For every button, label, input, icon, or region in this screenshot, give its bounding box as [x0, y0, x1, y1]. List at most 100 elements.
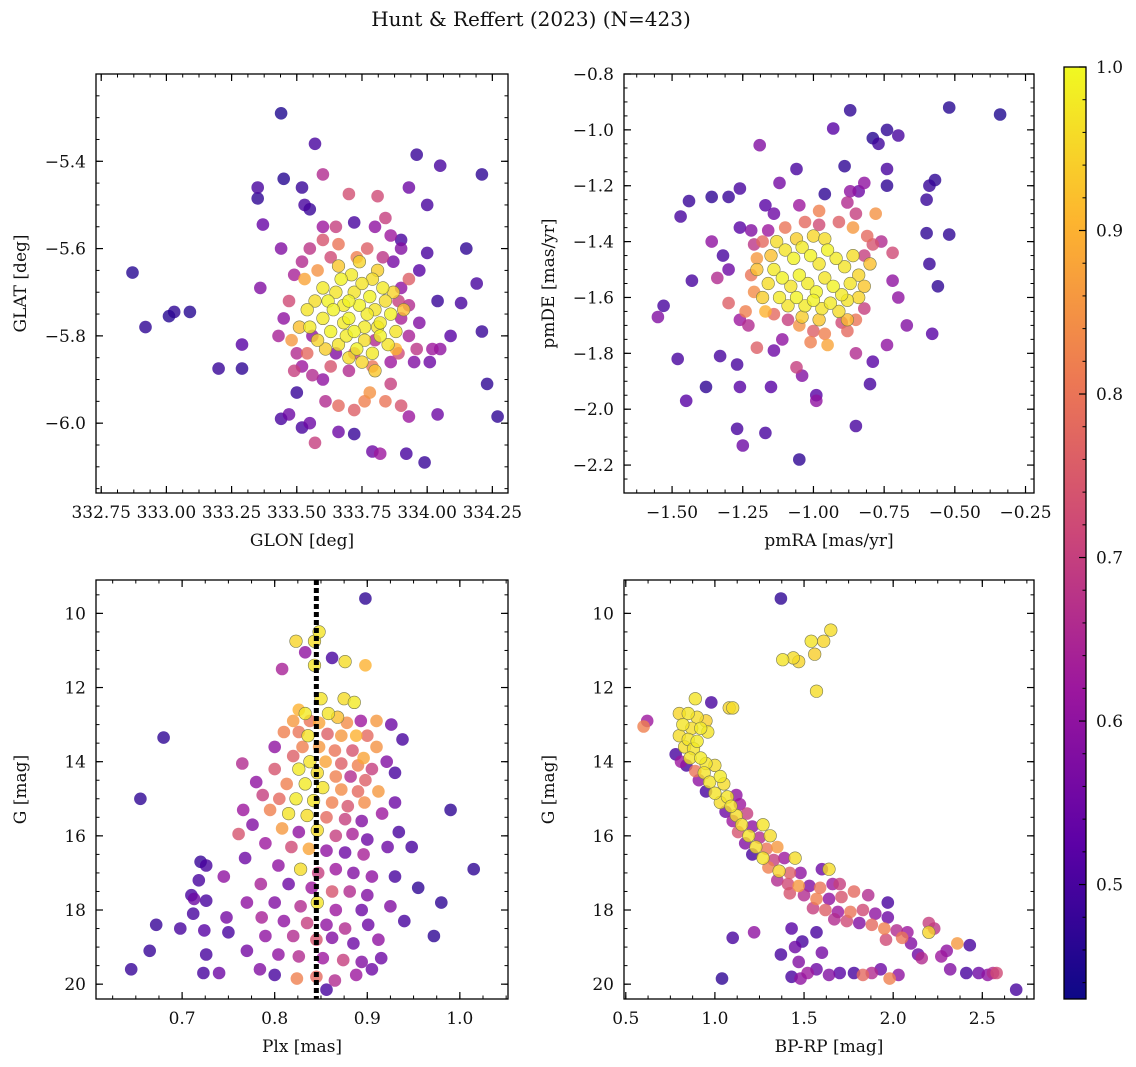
data-point [253, 281, 267, 295]
data-point [240, 944, 254, 958]
data-point [431, 294, 444, 308]
data-point [286, 749, 300, 763]
data-point [370, 740, 383, 754]
data-point [303, 755, 317, 769]
data-point [756, 235, 769, 248]
data-point [398, 914, 411, 928]
data-point [355, 355, 369, 369]
y-tick-label: 18 [592, 901, 614, 921]
data-point [342, 311, 356, 326]
x-axis-label: BP-RP [mag] [775, 1037, 884, 1057]
data-point [296, 740, 309, 754]
y-tick-label: −0.8 [573, 65, 614, 85]
colorbar-tick-label: 0.6 [1096, 712, 1123, 732]
data-point [347, 403, 361, 417]
x-tick-label: 1.5 [791, 1009, 818, 1029]
panel-color-magnitude: 0.5 1.0 1.5 2.0 2.5 10 12 14 16 18 20 BP-RP [mag] G … [539, 579, 1035, 1057]
axes-frame [623, 579, 1035, 1000]
data-point [400, 447, 413, 461]
data-point [255, 911, 268, 924]
data-point [772, 290, 787, 305]
data-point [787, 251, 801, 265]
data-point [381, 840, 394, 854]
data-point [338, 654, 352, 669]
data-point [454, 296, 468, 310]
data-point [806, 293, 821, 307]
data-point [819, 903, 832, 917]
data-point [254, 877, 268, 891]
data-point [357, 848, 370, 861]
data-point [272, 329, 285, 343]
data-point [274, 107, 288, 120]
data-point [794, 866, 807, 880]
data-point [813, 881, 827, 895]
data-point [715, 972, 729, 985]
data-point [357, 751, 370, 765]
data-point [341, 799, 355, 813]
data-point [411, 881, 425, 895]
data-point [759, 426, 772, 440]
data-point [372, 785, 385, 798]
data-point [711, 271, 724, 285]
data-point [268, 740, 282, 754]
data-point [771, 840, 784, 854]
data-point [749, 840, 763, 854]
data-point [993, 108, 1007, 121]
data-point [143, 944, 156, 958]
data-point [886, 246, 899, 260]
data-point [335, 757, 348, 770]
data-point [726, 931, 739, 945]
data-point [990, 966, 1003, 980]
data-point [303, 320, 317, 334]
data-point [818, 232, 832, 246]
data-point [402, 181, 416, 194]
data-point [856, 968, 870, 982]
data-point [149, 918, 163, 932]
data-point [840, 313, 855, 327]
data-point [810, 394, 823, 408]
data-point [301, 729, 315, 743]
data-point [699, 380, 713, 394]
points-pmra-pmde [651, 101, 1007, 466]
data-point [392, 825, 406, 839]
data-point [759, 199, 772, 212]
data-point [292, 825, 306, 839]
data-point [197, 966, 210, 980]
data-point [273, 792, 286, 806]
data-point [810, 926, 823, 939]
data-point [413, 316, 426, 330]
panel-glon-glat: 332.75 333.00 333.25 333.50 333.75 334.00 334.… [11, 73, 522, 551]
data-point [844, 905, 857, 919]
data-point [852, 290, 866, 305]
data-point [812, 204, 826, 218]
data-point [781, 313, 795, 327]
data-point [838, 159, 851, 173]
data-point [302, 842, 316, 856]
data-point [807, 324, 820, 338]
data-point [294, 862, 308, 876]
data-point [298, 706, 312, 721]
data-point [277, 312, 291, 325]
panel-pmra-pmde: −1.50 −1.25 −1.00 −0.75 −0.50 −0.25 −2.2 −2.0 −1… [539, 65, 1052, 551]
data-point [402, 329, 416, 343]
data-point [394, 399, 408, 413]
data-point [349, 968, 363, 982]
data-point [157, 731, 170, 744]
x-tick-label: 332.75 [71, 503, 130, 523]
data-point [329, 285, 343, 299]
data-point [722, 296, 735, 310]
data-point [413, 264, 426, 277]
data-point [444, 329, 457, 343]
points-plx-g [124, 592, 481, 996]
colorbar-gradient [1064, 67, 1086, 999]
data-point [331, 338, 346, 352]
data-point [742, 319, 755, 332]
data-point [835, 890, 848, 904]
data-point [342, 187, 356, 201]
y-tick-label: 14 [592, 753, 614, 773]
data-point [268, 762, 282, 776]
data-point [396, 733, 409, 746]
data-point [329, 770, 343, 783]
data-point [849, 347, 863, 360]
data-point [427, 929, 441, 943]
